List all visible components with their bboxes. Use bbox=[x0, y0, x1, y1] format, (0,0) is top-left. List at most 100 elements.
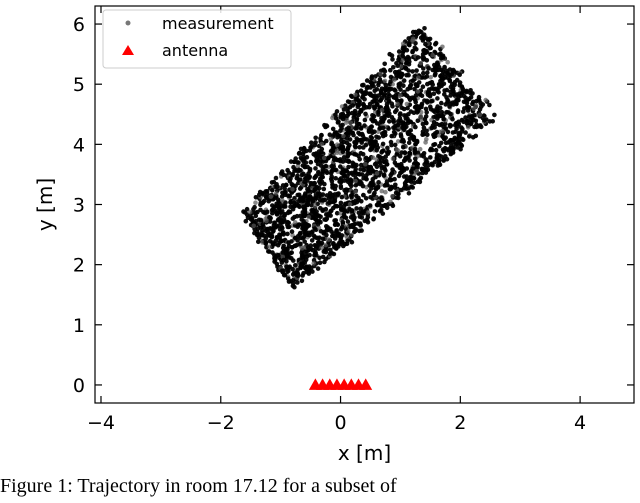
measurement-point bbox=[428, 155, 433, 160]
measurement-point bbox=[442, 136, 447, 142]
measurement-point bbox=[441, 81, 447, 86]
measurement-point bbox=[362, 123, 367, 128]
measurement-point bbox=[415, 161, 420, 167]
measurement-point bbox=[367, 203, 373, 208]
measurement-point bbox=[441, 148, 447, 154]
measurement-point bbox=[307, 252, 312, 258]
measurement-point bbox=[415, 118, 421, 123]
measurement-point bbox=[304, 264, 310, 270]
measurement-point bbox=[468, 95, 474, 100]
measurement-point bbox=[364, 137, 370, 142]
measurement-point bbox=[333, 167, 339, 173]
measurement-point bbox=[291, 281, 296, 286]
measurement-point bbox=[300, 273, 305, 278]
measurement-point bbox=[338, 157, 343, 162]
measurement-point bbox=[270, 188, 275, 193]
measurement-point bbox=[376, 180, 381, 185]
measurement-point bbox=[374, 148, 380, 153]
measurement-point bbox=[371, 192, 377, 198]
measurement-point bbox=[447, 78, 453, 84]
measurement-point bbox=[312, 204, 318, 209]
measurement-point bbox=[470, 91, 475, 96]
measurement-point bbox=[379, 197, 385, 203]
measurement-point bbox=[357, 228, 362, 234]
measurement-point bbox=[327, 191, 333, 196]
measurement-point bbox=[331, 199, 336, 205]
measurement-point bbox=[299, 278, 305, 284]
measurement-point bbox=[295, 271, 301, 277]
measurement-point bbox=[372, 129, 377, 134]
measurement-point bbox=[429, 99, 434, 104]
measurement-point bbox=[429, 161, 435, 167]
measurement-point bbox=[362, 117, 368, 123]
measurement-point bbox=[367, 189, 372, 194]
measurement-point bbox=[410, 78, 416, 83]
y-tick-label: 5 bbox=[73, 74, 85, 96]
measurement-point bbox=[330, 115, 335, 121]
measurement-point bbox=[330, 233, 335, 239]
measurement-point bbox=[319, 245, 324, 251]
measurement-point bbox=[307, 166, 313, 172]
measurement-point bbox=[307, 174, 313, 180]
measurement-point bbox=[357, 172, 362, 177]
measurement-point bbox=[349, 195, 354, 200]
measurement-point bbox=[465, 105, 471, 110]
measurement-point bbox=[317, 197, 323, 203]
measurement-point bbox=[417, 177, 423, 182]
measurement-point bbox=[320, 254, 326, 260]
measurement-point bbox=[297, 232, 303, 237]
measurement-point bbox=[335, 222, 341, 227]
measurement-point bbox=[424, 98, 430, 104]
measurement-point bbox=[319, 132, 324, 138]
measurement-point bbox=[256, 235, 262, 240]
measurement-point bbox=[470, 135, 476, 140]
measurement-point bbox=[435, 88, 440, 94]
measurement-point bbox=[333, 116, 339, 121]
measurement-point bbox=[442, 75, 448, 80]
measurement-point bbox=[305, 245, 311, 250]
measurement-point bbox=[470, 101, 475, 107]
measurement-point bbox=[363, 111, 368, 117]
measurement-point bbox=[391, 65, 396, 70]
measurement-point bbox=[268, 194, 274, 199]
measurement-point bbox=[395, 101, 400, 107]
antenna-marker bbox=[359, 378, 373, 390]
measurement-point bbox=[263, 236, 269, 241]
measurement-point bbox=[402, 127, 407, 133]
measurement-point bbox=[348, 120, 354, 126]
measurement-point bbox=[373, 139, 378, 144]
legend-antenna-marker bbox=[122, 45, 134, 55]
measurement-point bbox=[404, 174, 409, 179]
measurement-point bbox=[285, 231, 290, 237]
measurement-point bbox=[314, 195, 319, 201]
measurement-point bbox=[425, 132, 430, 137]
measurement-point bbox=[365, 84, 371, 90]
measurement-point bbox=[341, 173, 347, 178]
measurement-point bbox=[362, 91, 367, 97]
measurement-point bbox=[344, 140, 350, 146]
measurement-point bbox=[270, 210, 275, 216]
measurement-point bbox=[395, 122, 401, 128]
measurement-point bbox=[321, 186, 327, 192]
measurement-point bbox=[336, 119, 341, 124]
measurement-point bbox=[410, 69, 415, 74]
measurement-point bbox=[418, 60, 424, 66]
measurement-point bbox=[429, 125, 435, 131]
measurement-point bbox=[358, 150, 364, 156]
measurement-point bbox=[448, 111, 453, 117]
measurement-point bbox=[312, 211, 318, 216]
measurement-point bbox=[353, 140, 359, 145]
measurement-point bbox=[438, 78, 443, 84]
measurement-point bbox=[396, 49, 402, 54]
measurement-point bbox=[398, 134, 404, 139]
measurement-point bbox=[400, 166, 406, 171]
measurement-point bbox=[356, 195, 361, 201]
measurement-point bbox=[318, 159, 323, 164]
measurement-point bbox=[405, 86, 411, 92]
measurement-point bbox=[316, 239, 322, 245]
measurement-point bbox=[450, 145, 456, 150]
measurement-point bbox=[255, 209, 260, 215]
measurement-point bbox=[350, 172, 356, 177]
measurement-point bbox=[346, 164, 351, 170]
measurement-point bbox=[401, 144, 406, 150]
